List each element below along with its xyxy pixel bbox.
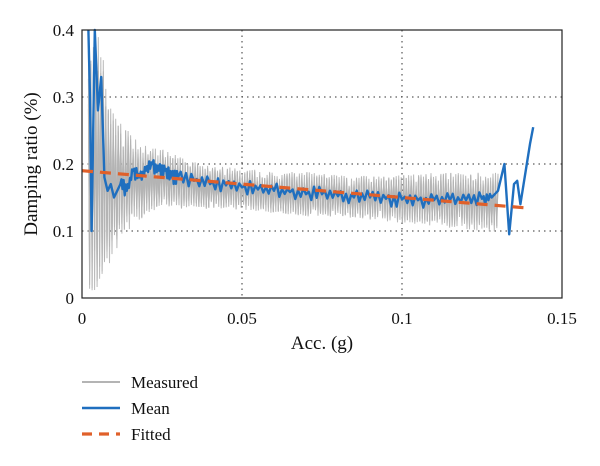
- x-tick-label: 0.05: [227, 309, 257, 328]
- y-tick-label: 0.2: [53, 155, 74, 174]
- x-tick-label: 0: [78, 309, 87, 328]
- y-tick-label: 0.3: [53, 88, 74, 107]
- legend: Measured Mean Fitted: [82, 373, 199, 444]
- measured-trace: [87, 60, 499, 291]
- plot-background: [82, 30, 562, 298]
- y-tick-label: 0.4: [53, 21, 75, 40]
- series-group: [81, 28, 535, 291]
- y-axis-label: Damping ratio (%): [21, 92, 42, 236]
- x-tick-label: 0.1: [391, 309, 412, 328]
- x-axis-label: Acc. (g): [291, 333, 353, 354]
- legend-label-fitted: Fitted: [131, 425, 171, 444]
- legend-label-measured: Measured: [131, 373, 199, 392]
- y-tick-label: 0.1: [53, 222, 74, 241]
- x-tick-label: 0.15: [547, 309, 577, 328]
- y-tick-label: 0: [66, 289, 75, 308]
- legend-label-mean: Mean: [131, 399, 170, 418]
- fitted-line: [81, 169, 531, 210]
- tick-labels: 0 0.05 0.1 0.15 0 0.1 0.2 0.3 0.4: [53, 21, 577, 328]
- grid-lines: [82, 30, 562, 298]
- mean-line: [87, 28, 535, 236]
- plot-frame: [81, 29, 563, 299]
